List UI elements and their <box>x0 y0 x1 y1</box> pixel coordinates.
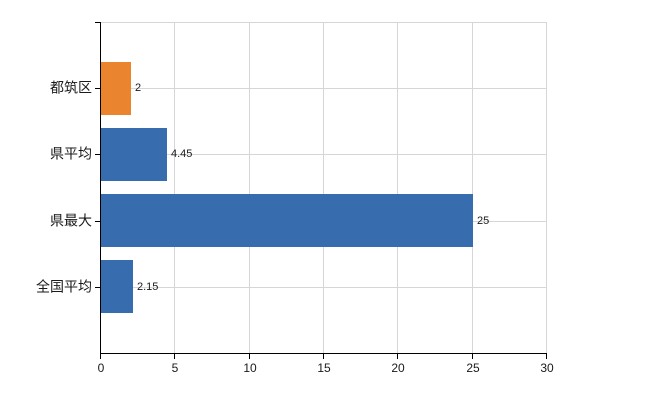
y-gridline <box>100 88 546 89</box>
x-gridline <box>397 22 398 353</box>
category-label: 県平均 <box>50 145 92 162</box>
x-axis-tick <box>546 354 547 359</box>
bar-value-label: 4.45 <box>171 148 193 161</box>
bar-value-label: 2 <box>135 82 142 95</box>
x-gridline <box>472 22 473 353</box>
y-axis-line <box>100 22 101 354</box>
category-label: 県最大 <box>50 212 92 229</box>
bar <box>101 128 167 181</box>
x-axis-tick <box>174 354 175 359</box>
x-gridline <box>546 22 547 353</box>
bar <box>101 194 473 247</box>
y-axis-tick <box>95 221 100 222</box>
x-gridline <box>249 22 250 353</box>
x-axis-tick <box>397 354 398 359</box>
x-gridline <box>323 22 324 353</box>
bar-value-label: 2.15 <box>137 280 159 293</box>
x-axis-tick <box>472 354 473 359</box>
y-axis-tick <box>95 88 100 89</box>
x-tick-label: 10 <box>243 361 257 375</box>
y-axis-tick <box>95 287 100 288</box>
x-tick-label: 20 <box>391 361 405 375</box>
x-axis-tick <box>323 354 324 359</box>
x-tick-label: 5 <box>171 361 179 375</box>
category-label: 全国平均 <box>36 278 92 295</box>
x-axis-tick <box>100 354 101 359</box>
x-tick-label: 30 <box>540 361 554 375</box>
y-gridline <box>100 154 546 155</box>
x-tick-label: 25 <box>466 361 480 375</box>
x-axis-line <box>100 353 547 354</box>
x-tick-label: 15 <box>317 361 331 375</box>
bar <box>101 62 131 115</box>
y-axis-end-tick <box>95 22 100 23</box>
bar-value-label: 25 <box>477 214 490 227</box>
category-label: 都筑区 <box>50 79 92 96</box>
bar <box>101 260 133 313</box>
y-gridline <box>100 287 546 288</box>
x-axis-tick <box>249 354 250 359</box>
x-tick-label: 0 <box>97 361 105 375</box>
y-axis-tick <box>95 154 100 155</box>
x-gridline <box>174 22 175 353</box>
